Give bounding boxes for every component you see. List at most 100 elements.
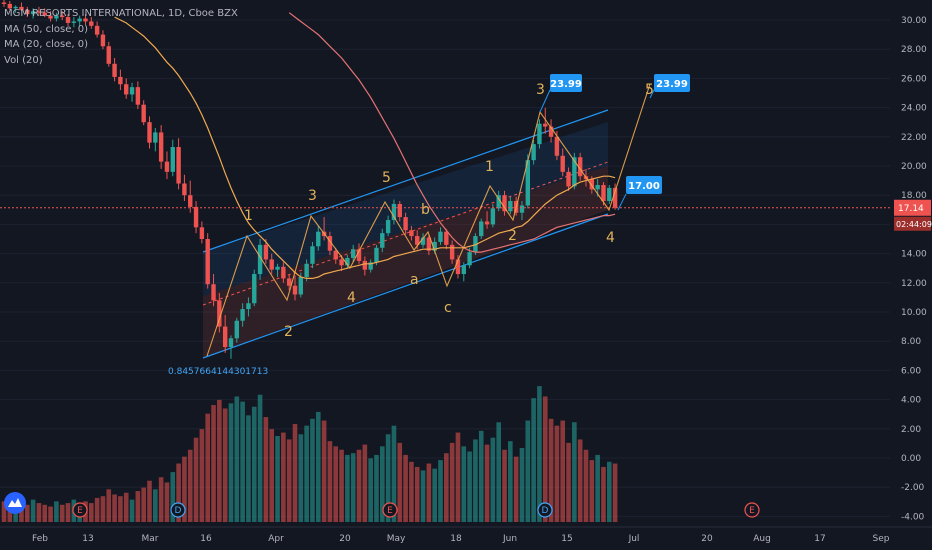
elliott-channel: 0.8457664144301713 <box>168 109 609 377</box>
wave-label: 3 <box>308 188 317 204</box>
channel-ratio-label: 0.8457664144301713 <box>168 367 268 377</box>
volume-bar <box>572 422 577 522</box>
candle-body <box>298 276 304 295</box>
current-price-text: 17.14 <box>898 204 924 214</box>
volume-bar <box>473 439 478 522</box>
high-callout-text: 23.99 <box>550 79 582 90</box>
ma50-legend[interactable]: MA (50, close, 0) <box>4 23 89 35</box>
candle-body <box>426 237 432 251</box>
volume-bar <box>19 506 24 522</box>
candle-body <box>30 11 36 15</box>
volume-bar <box>199 429 205 522</box>
candle-body <box>612 187 618 208</box>
channel-lower-fill <box>203 166 608 358</box>
candle-body <box>572 157 577 187</box>
volume-bar <box>438 460 443 522</box>
volume-bar <box>403 454 408 522</box>
volume-bar <box>246 415 251 522</box>
wave-label: b <box>421 202 430 218</box>
wave-label: 4 <box>606 230 615 246</box>
candle-body <box>531 144 536 161</box>
candle-body <box>205 239 210 285</box>
candle-body <box>234 320 239 339</box>
candle-body <box>153 132 158 143</box>
volume-bar <box>397 442 403 522</box>
wave-path: 1 2 3 4 5 a b c 1 2 3 4 5 <box>206 82 654 357</box>
candle-body <box>106 46 111 64</box>
volume-bar <box>444 453 449 522</box>
candle-body <box>432 241 437 251</box>
event-letter: E <box>749 506 755 516</box>
event-letter: E <box>77 506 83 516</box>
ma20-line <box>114 16 616 279</box>
volume-bar <box>106 489 112 522</box>
candle-body <box>543 123 548 127</box>
candle-body <box>548 126 554 137</box>
volume-bar <box>461 446 467 522</box>
volume-bar <box>414 466 420 522</box>
time-axis[interactable]: Feb 13 Mar 16 Apr 20 May 18 Jun 15 Jul 20 Aug 17 Sep <box>0 526 932 544</box>
candle-body <box>473 236 478 253</box>
volume-bar <box>54 501 59 522</box>
volume-bar <box>548 418 554 522</box>
projection-callout-pointer <box>649 89 655 99</box>
volume-bar <box>508 441 513 522</box>
candle-body <box>519 205 525 213</box>
candle-body <box>170 147 175 172</box>
volume-bar <box>606 461 612 522</box>
time-tick-label: 20 <box>339 534 351 544</box>
volume-bar <box>577 439 583 522</box>
dividend-marker <box>170 502 186 518</box>
candle-body <box>368 262 373 270</box>
candle-body <box>403 217 408 231</box>
volume-bar <box>158 477 164 522</box>
symbol-title[interactable]: MGM RESORTS INTERNATIONAL, 1D, Cboe BZX <box>4 8 238 19</box>
time-tick-label: Sep <box>873 534 890 544</box>
candle-body <box>1 2 7 4</box>
candle-body <box>438 231 443 242</box>
volume-bar <box>182 456 187 522</box>
volume-bar <box>432 468 437 522</box>
candle-body <box>42 12 47 16</box>
volume-bar <box>420 470 426 522</box>
volume-bar <box>391 425 397 522</box>
candle-body <box>25 9 30 15</box>
candle-body <box>188 195 193 207</box>
projection-callout-box <box>654 74 690 92</box>
volume-bar <box>531 398 536 522</box>
volume-bar <box>141 487 146 522</box>
candle-body <box>240 309 245 321</box>
volume-legend[interactable]: Vol (20) <box>4 54 43 66</box>
volume-bar <box>205 413 210 522</box>
candle-body <box>449 244 455 260</box>
candle-body <box>351 249 356 258</box>
candle-body <box>397 203 402 218</box>
volume-bar <box>560 420 566 522</box>
volume-bar <box>537 386 542 522</box>
volume-bar <box>478 430 484 522</box>
candle-body <box>147 122 152 143</box>
tradingview-logo-icon <box>4 492 26 514</box>
time-tick-label: 18 <box>450 534 462 544</box>
volume-bar <box>94 497 100 522</box>
volume-bar <box>496 422 501 522</box>
volume-bar <box>525 420 531 522</box>
volume-bar <box>292 423 298 522</box>
volume-bar <box>345 454 350 522</box>
candle-body <box>48 15 53 19</box>
candle-body <box>385 220 391 234</box>
candle-body <box>286 278 292 286</box>
volume-bar <box>467 451 472 522</box>
price-tick-label: 14.00 <box>901 250 927 260</box>
time-tick-label: 13 <box>82 534 93 544</box>
ma20-legend[interactable]: MA (20, close, 0) <box>4 39 89 50</box>
wave-label: 1 <box>485 159 494 175</box>
candle-body <box>281 266 286 279</box>
volume-bar <box>321 420 327 522</box>
volume-bar <box>374 454 379 522</box>
price-axis[interactable]: 30.0028.0026.0024.0022.0020.0018.0016.00… <box>894 16 932 522</box>
candle-body <box>13 6 18 9</box>
candle-body <box>217 300 222 327</box>
